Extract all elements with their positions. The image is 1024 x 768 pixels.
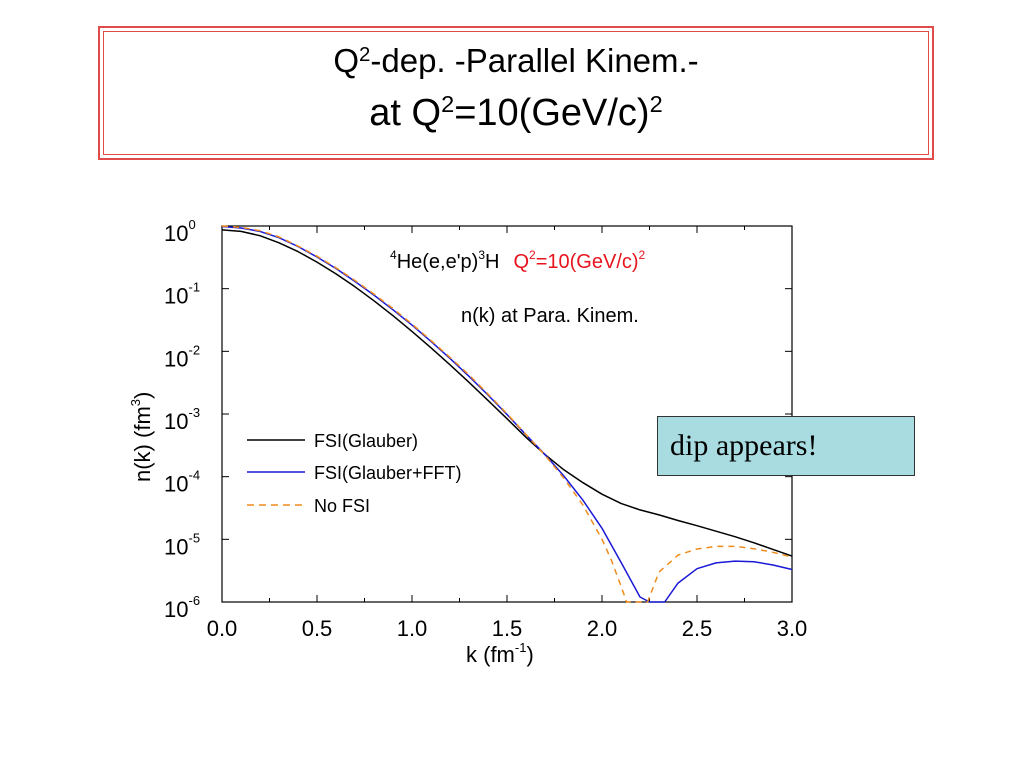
- series-line-0: [221, 229, 793, 557]
- legend: FSI(Glauber) FSI(Glauber+FFT) No FSI: [247, 431, 462, 516]
- dip-callout: dip appears!: [657, 416, 915, 476]
- y-tick-label: 10-4: [164, 468, 200, 497]
- y-tick-label: 10-1: [164, 280, 200, 309]
- y-tick-label: 10-2: [164, 342, 200, 371]
- x-tick-labels: 0.0 0.5 1.0 1.5 2.0 2.5 3.0: [207, 616, 808, 641]
- legend-label-glauber-fft: FSI(Glauber+FFT): [314, 463, 462, 483]
- y-tick-label: 10-5: [164, 530, 200, 559]
- title-box-inner-border: [103, 31, 929, 155]
- series-line-1: [221, 225, 793, 603]
- x-tick-label: 3.0: [777, 616, 808, 641]
- x-tick-label: 1.5: [492, 616, 523, 641]
- slide-title-line1: Q2-dep. -Parallel Kinem.-: [333, 42, 699, 79]
- x-tick-label: 0.0: [207, 616, 238, 641]
- x-tick-label: 2.0: [587, 616, 618, 641]
- y-tick-label: 10-6: [164, 593, 200, 622]
- x-tick-label: 1.0: [397, 616, 428, 641]
- legend-label-no-fsi: No FSI: [314, 496, 370, 516]
- y-tick-label: 100: [164, 217, 196, 246]
- y-tick-label: 10-3: [164, 405, 200, 434]
- x-tick-label: 2.5: [682, 616, 713, 641]
- x-axis-label: k (fm-1): [466, 640, 534, 667]
- series-line-2: [221, 225, 793, 603]
- legend-label-glauber: FSI(Glauber): [314, 431, 418, 451]
- y-axis-label: n(k) (fm3): [128, 392, 155, 482]
- chart-title: 4He(e,e'p)3H Q2=10(GeV/c)2: [390, 248, 646, 273]
- chart-subtitle: n(k) at Para. Kinem.: [461, 305, 639, 327]
- y-tick-labels: 100 10-1 10-2 10-3 10-4 10-5 10-6: [164, 217, 200, 622]
- slide-title-line2: at Q2=10(GeV/c)2: [369, 91, 663, 134]
- series-lines: [221, 225, 793, 603]
- x-tick-label: 0.5: [302, 616, 333, 641]
- title-box: Q2-dep. -Parallel Kinem.- at Q2=10(GeV/c…: [98, 26, 934, 160]
